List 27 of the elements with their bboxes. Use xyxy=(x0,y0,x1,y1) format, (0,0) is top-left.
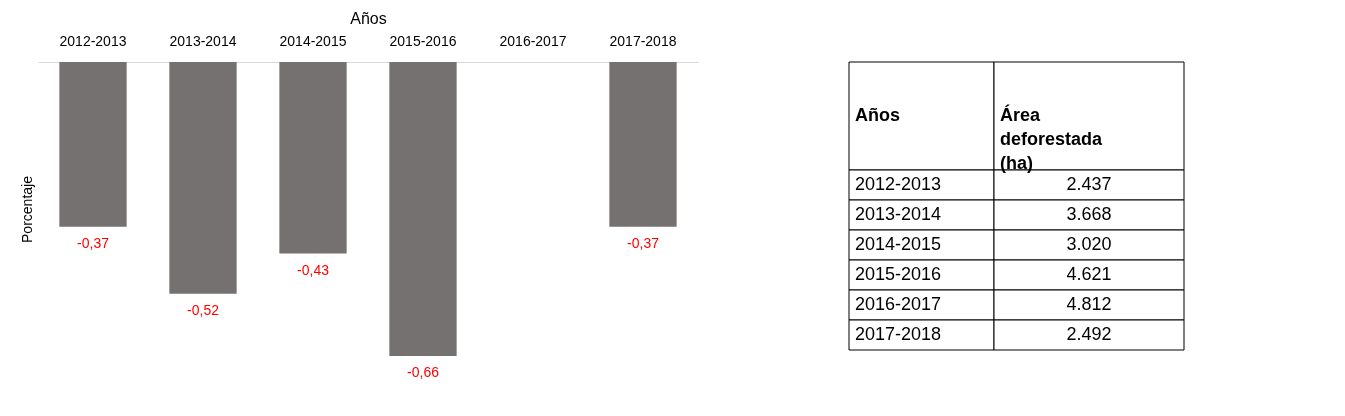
data-label: -0,66 xyxy=(407,364,440,380)
data-label: 3.020 xyxy=(1066,234,1112,254)
data-label: 2.437 xyxy=(1066,174,1112,194)
text: Área deforestada (ha) xyxy=(1000,104,1104,173)
data-label: -0,43 xyxy=(297,261,330,278)
data-label: 4.812 xyxy=(1066,294,1112,314)
x-tick-label: 2016-2017 xyxy=(499,32,567,49)
text: Años xyxy=(855,105,900,125)
data-label: 2.492 xyxy=(1066,324,1112,344)
x-tick-label: 2013-2014 xyxy=(169,32,237,49)
category-label: 2016-2017 xyxy=(855,294,942,314)
y-axis-title: Porcentaje xyxy=(18,175,35,243)
category-label: 2012-2013 xyxy=(855,174,942,194)
x-axis-title: Años xyxy=(350,9,387,27)
category-label: 2014-2015 xyxy=(855,234,942,254)
data-label: 3.668 xyxy=(1066,204,1112,224)
category-label: 2017-2018 xyxy=(855,324,942,344)
data-label: -0,37 xyxy=(627,234,660,251)
x-tick-label: 2015-2016 xyxy=(389,32,457,49)
data-label: 4.621 xyxy=(1066,264,1112,284)
x-tick-label: 2014-2015 xyxy=(279,32,347,49)
category-label: 2015-2016 xyxy=(855,264,942,284)
category-label: 2013-2014 xyxy=(855,204,942,224)
data-label: -0,52 xyxy=(187,301,220,318)
x-tick-label: 2017-2018 xyxy=(609,32,677,49)
x-tick-label: 2012-2013 xyxy=(59,32,127,49)
data-label: -0,37 xyxy=(77,234,110,251)
